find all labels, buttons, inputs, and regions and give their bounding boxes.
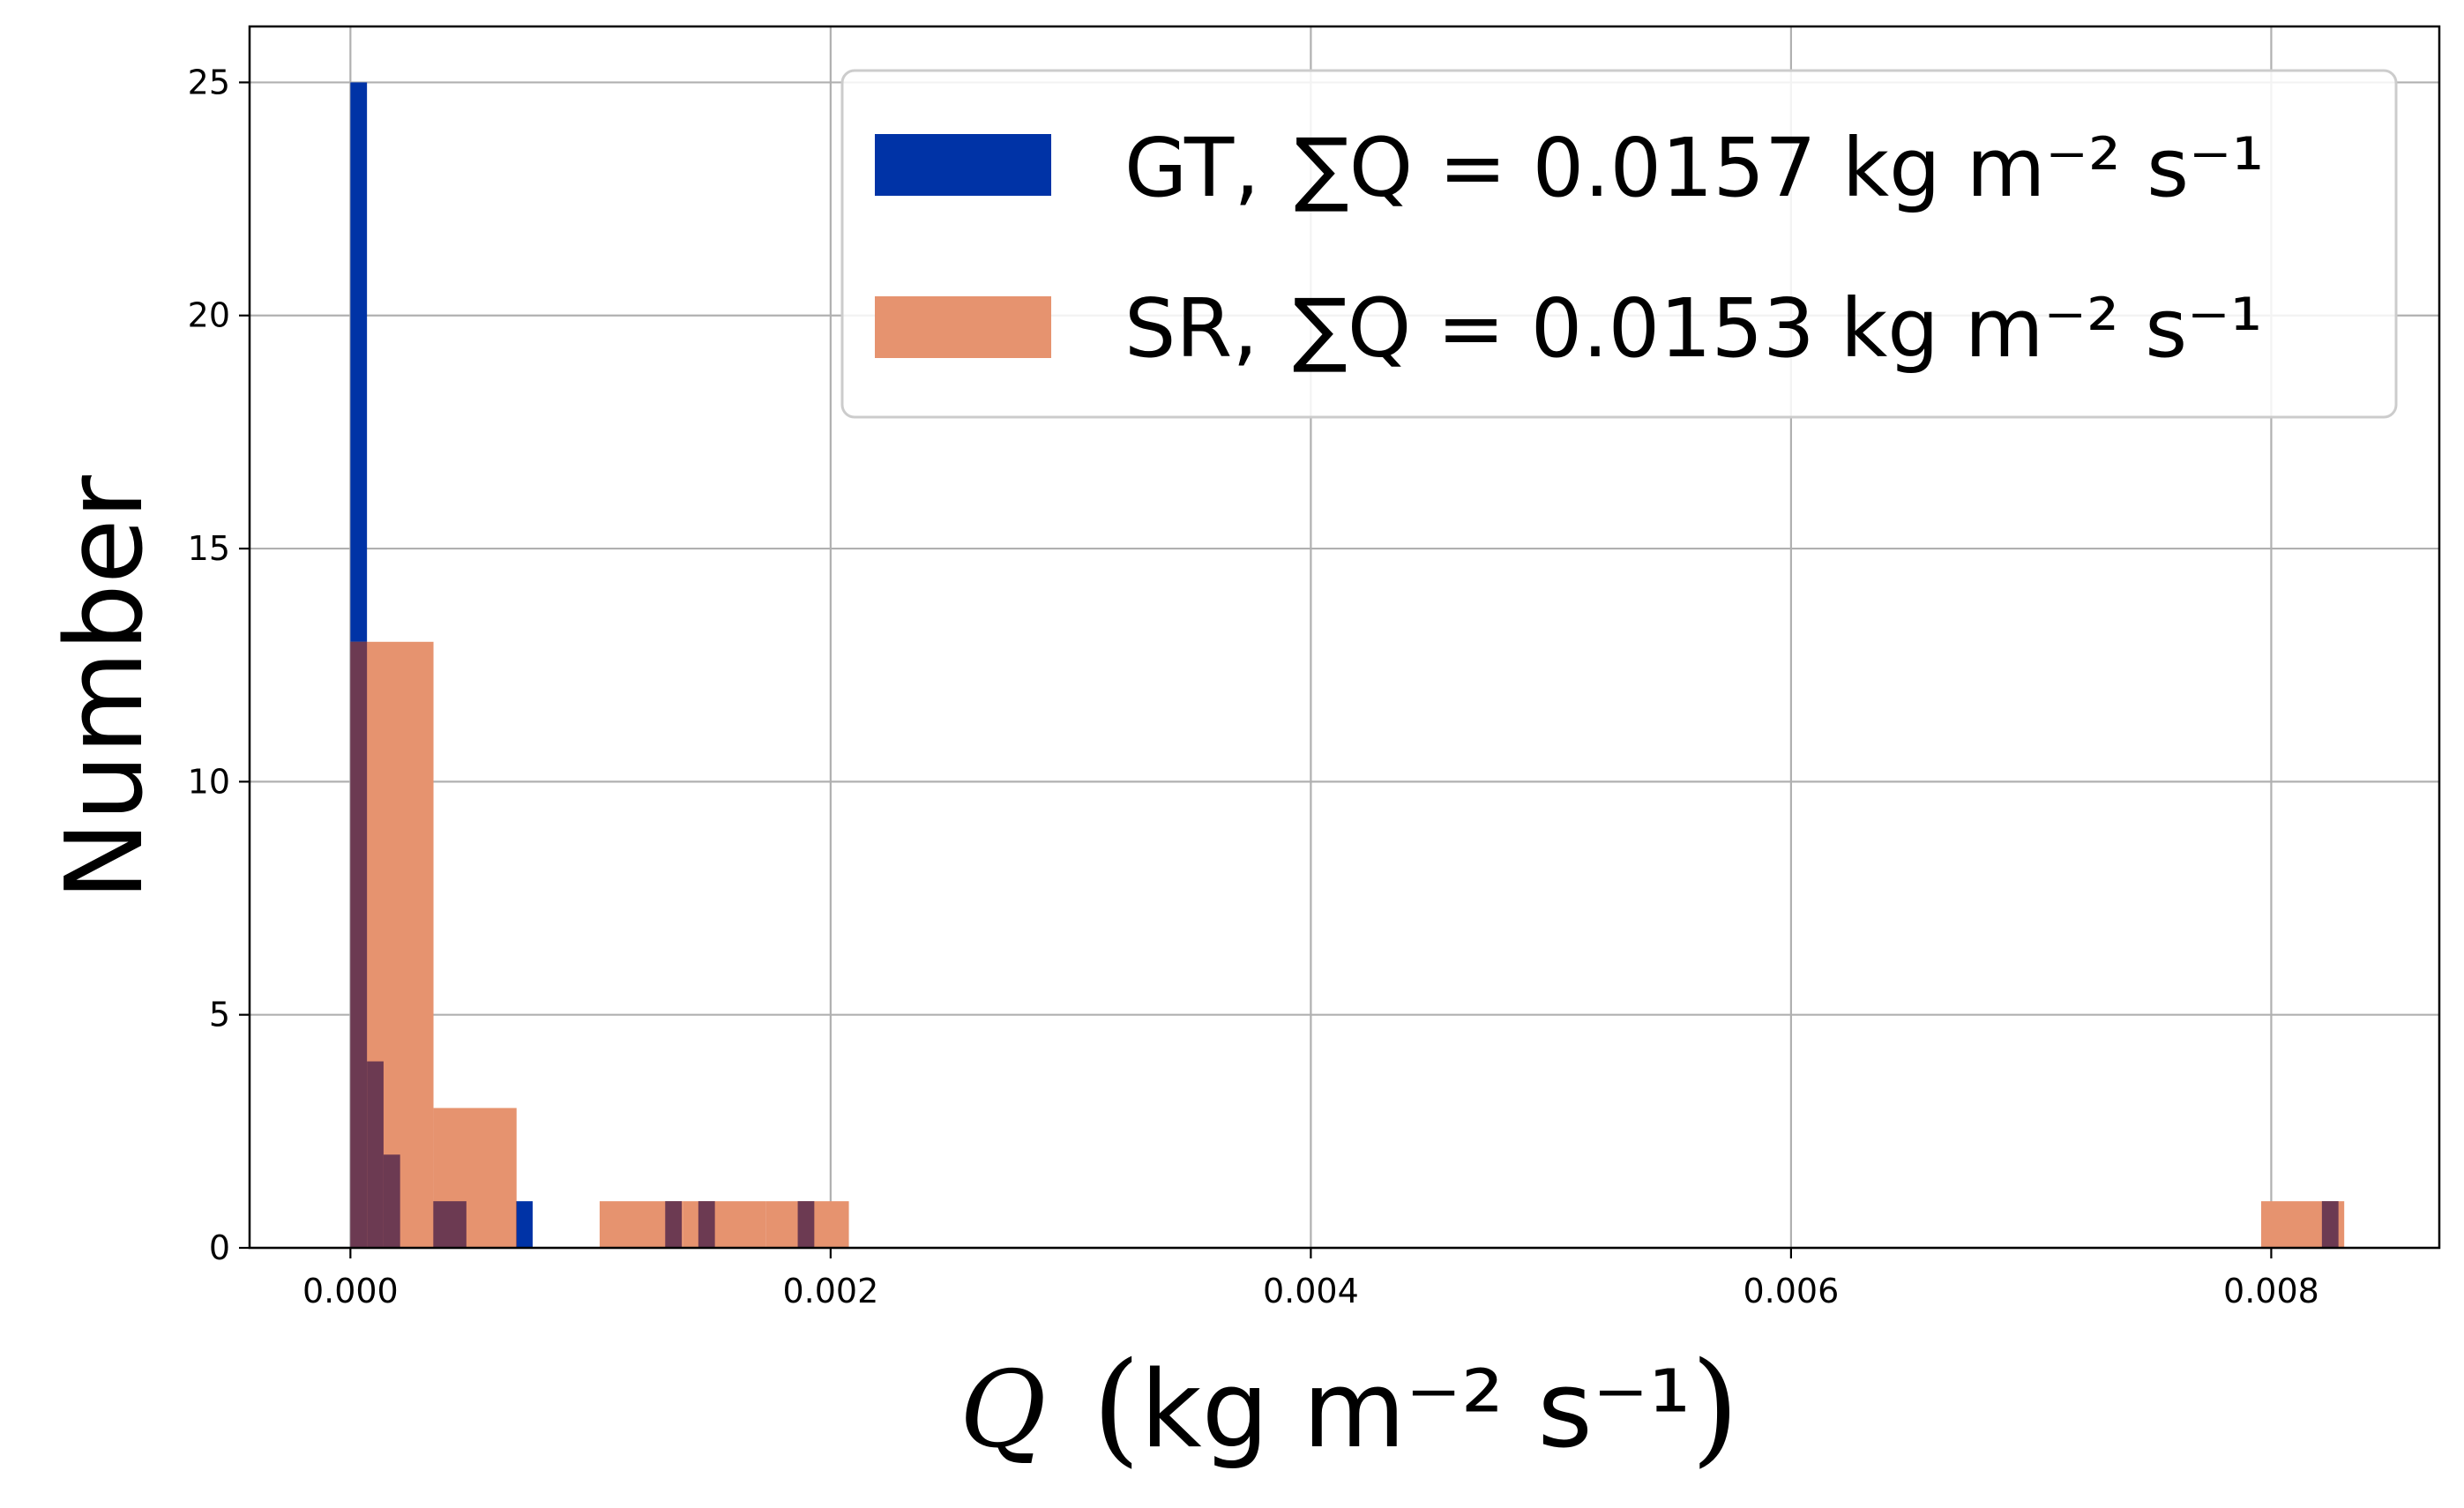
x-tick-label: 0.006 bbox=[1743, 1272, 1840, 1310]
sr-bar bbox=[683, 1201, 766, 1248]
gt-bar bbox=[516, 1201, 533, 1248]
y-tick-label: 10 bbox=[188, 762, 230, 801]
legend-label-sr: SR, ∑Q = 0.0153 kg m⁻² s⁻¹ bbox=[1124, 281, 2263, 376]
legend: GT, ∑Q = 0.0157 kg m⁻² s⁻¹ SR, ∑Q = 0.01… bbox=[840, 69, 2398, 419]
y-tick-label: 5 bbox=[209, 996, 230, 1034]
overlap-bar bbox=[516, 1201, 517, 1248]
plot-frame bbox=[248, 25, 2441, 1250]
legend-swatch-gt bbox=[875, 134, 1051, 196]
x-axis-title: Q (kg m⁻² s⁻¹) bbox=[959, 1336, 1739, 1480]
overlap-bar bbox=[665, 1201, 683, 1248]
overlap-bar bbox=[367, 1061, 384, 1248]
y-axis-ticks: 0 5 10 15 20 25 bbox=[188, 63, 250, 1267]
y-tick-label: 0 bbox=[209, 1228, 230, 1267]
y-tick-label: 15 bbox=[188, 529, 230, 568]
overlap-bar bbox=[2321, 1201, 2339, 1248]
overlap-bar bbox=[350, 641, 368, 1248]
legend-frame bbox=[840, 69, 2398, 419]
x-axis-ticks: 0.000 0.002 0.004 0.006 0.008 bbox=[302, 1248, 2319, 1310]
x-axis-title-unit: kg m⁻² s⁻¹ bbox=[1140, 1349, 1691, 1472]
y-tick-label: 25 bbox=[188, 63, 230, 101]
x-tick-label: 0.002 bbox=[782, 1272, 878, 1310]
overlap-bar bbox=[698, 1201, 715, 1248]
x-tick-label: 0.008 bbox=[2223, 1272, 2319, 1310]
overlap-bar bbox=[433, 1201, 467, 1248]
legend-label-gt: GT, ∑Q = 0.0157 kg m⁻² s⁻¹ bbox=[1124, 121, 2264, 215]
overlap-bars bbox=[350, 641, 2339, 1248]
overlap-bar bbox=[383, 1154, 400, 1248]
x-axis-title-symbol: Q bbox=[959, 1349, 1046, 1472]
legend-swatch-sr bbox=[875, 296, 1051, 358]
x-tick-label: 0.004 bbox=[1263, 1272, 1359, 1310]
y-axis-title: Number bbox=[44, 474, 167, 900]
overlap-bar bbox=[797, 1201, 815, 1248]
x-tick-label: 0.000 bbox=[302, 1272, 399, 1310]
y-tick-label: 20 bbox=[188, 296, 230, 335]
